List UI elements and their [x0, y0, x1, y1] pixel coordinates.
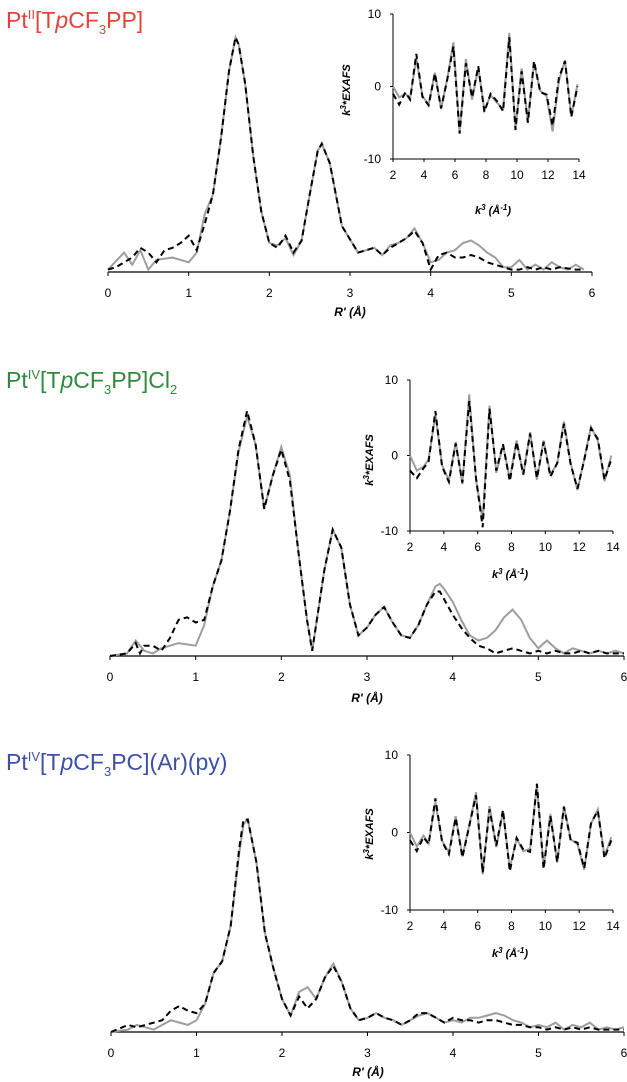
- panel-1-inset-plot: 2 4 6 8 10 12 14 10 0 -10: [364, 7, 586, 182]
- inset-y-tick-label: 10: [385, 373, 399, 387]
- inset-x-tick-label: 4: [440, 540, 447, 554]
- x-tick-label: 1: [193, 1046, 200, 1060]
- inset-y-tick-label: -10: [381, 903, 399, 917]
- x-tick-label: 4: [450, 1046, 457, 1060]
- x-tick-label: 6: [621, 670, 627, 684]
- x-tick-label: 5: [535, 1046, 542, 1060]
- inset-x-tick-label: 6: [474, 540, 481, 554]
- panel-3-x-axis-label: R' (Å): [352, 1065, 384, 1079]
- x-tick-label: 2: [279, 1046, 286, 1060]
- x-tick-label: 6: [621, 1046, 627, 1060]
- inset-x-tick-label: 12: [541, 168, 555, 182]
- fit-series-line: [107, 33, 584, 273]
- fit-series-line: [110, 818, 624, 1033]
- x-tick-label: 1: [192, 670, 199, 684]
- inset-fit-series-line: [392, 37, 579, 134]
- inset-x-tick-label: 4: [440, 919, 447, 933]
- inset-y-tick-label: -10: [381, 524, 399, 538]
- inset-x-tick-label: 8: [508, 540, 515, 554]
- x-tick-label: 0: [105, 286, 112, 300]
- inset-x-tick-label: 2: [390, 168, 397, 182]
- inset-x-tick-label: 4: [421, 168, 428, 182]
- inset-fit-series-line: [409, 401, 613, 528]
- x-tick-label: 1: [185, 286, 192, 300]
- panel-1-title: PtII[TpCF3PP]: [6, 7, 143, 37]
- x-tick-label: 5: [535, 670, 542, 684]
- panel-1-x-axis-label: R' (Å): [334, 305, 366, 319]
- panel-3-inset-y-axis-label: k3*EXAFS: [362, 808, 376, 860]
- x-tick-label: 4: [427, 286, 434, 300]
- panel-1-inset-x-axis-label: k3 (Å-1): [475, 203, 511, 217]
- inset-x-tick-label: 2: [407, 540, 414, 554]
- inset-x-tick-label: 10: [539, 540, 553, 554]
- panel-3-inset-x-axis-label: k3 (Å-1): [492, 946, 528, 960]
- inset-x-tick-label: 12: [572, 919, 586, 933]
- inset-x-tick-label: 6: [452, 168, 459, 182]
- panel-3-inset-plot: 2 4 6 8 10 12 14 10 0 -10: [381, 748, 620, 933]
- inset-y-tick-label: 0: [391, 826, 398, 840]
- fit-series-line: [109, 410, 624, 657]
- inset-y-tick-label: -10: [364, 152, 382, 166]
- x-tick-label: 3: [364, 670, 371, 684]
- panel-2-inset-plot: 2 4 6 8 10 12 14 10 0 -10: [381, 373, 620, 554]
- x-tick-label: 2: [278, 670, 285, 684]
- x-tick-label: 4: [449, 670, 456, 684]
- inset-x-tick-label: 12: [572, 540, 586, 554]
- panel-2-inset-y-axis-label: k3*EXAFS: [362, 434, 376, 486]
- x-tick-label: 3: [347, 286, 354, 300]
- inset-x-tick-label: 8: [483, 168, 490, 182]
- x-tick-label: 0: [108, 1046, 115, 1060]
- inset-x-tick-label: 10: [510, 168, 524, 182]
- x-tick-label: 3: [364, 1046, 371, 1060]
- x-tick-label: 0: [107, 670, 114, 684]
- inset-x-tick-label: 2: [407, 919, 414, 933]
- x-tick-label: 5: [508, 286, 515, 300]
- panel-2-inset-x-axis-label: k3 (Å-1): [492, 567, 528, 581]
- inset-fit-series-line: [409, 783, 613, 873]
- inset-experimental-series-line: [409, 394, 613, 521]
- inset-y-tick-label: 0: [391, 449, 398, 463]
- panel-2-title: PtIV[TpCF3PP]Cl2: [6, 367, 177, 397]
- panel-1-inset-y-axis-label: k3*EXAFS: [339, 64, 353, 116]
- inset-x-tick-label: 14: [572, 168, 586, 182]
- inset-y-tick-label: 0: [374, 80, 381, 94]
- x-tick-label: 2: [266, 286, 273, 300]
- x-tick-label: 6: [589, 286, 596, 300]
- inset-x-tick-label: 14: [606, 540, 620, 554]
- inset-x-tick-label: 8: [508, 919, 515, 933]
- panel-3-title: PtIV[TpCF3PC](Ar)(py): [6, 749, 227, 779]
- inset-y-tick-label: 10: [385, 748, 399, 762]
- inset-x-tick-label: 6: [474, 919, 481, 933]
- inset-x-tick-label: 10: [539, 919, 553, 933]
- inset-x-tick-label: 14: [606, 919, 620, 933]
- inset-y-tick-label: 10: [368, 7, 382, 21]
- panel-2-x-axis-label: R' (Å): [351, 691, 383, 705]
